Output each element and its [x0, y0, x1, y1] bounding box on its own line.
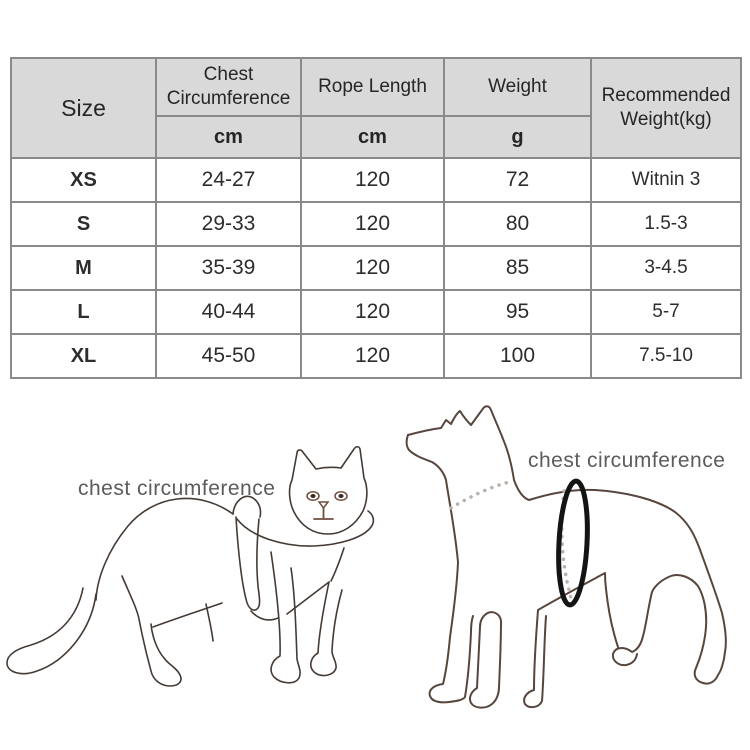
header-size: Size — [10, 57, 157, 159]
header-rope-unit: cm — [300, 115, 445, 159]
cat-front-leg-near — [270, 551, 301, 684]
cell-rope: 120 — [300, 157, 445, 203]
cat-chest-circumference-label: chest circumference — [78, 477, 276, 500]
cell-weight: 80 — [443, 201, 592, 247]
cell-chest: 24-27 — [155, 157, 302, 203]
cat-far-hind-leg — [205, 603, 214, 642]
cell-rope: 120 — [300, 201, 445, 247]
table-header-row-1: Size Chest Circumference Rope Length Wei… — [10, 57, 742, 159]
cell-weight: 72 — [443, 157, 592, 203]
cell-weight: 100 — [443, 333, 592, 379]
cell-chest: 40-44 — [155, 289, 302, 335]
table-header-row-2: cm cm g — [11, 115, 741, 159]
cell-recommended: 7.5-10 — [590, 333, 742, 379]
dog-body-outline — [407, 405, 727, 685]
cat-figure — [0, 390, 375, 750]
table-row: S 29-33 120 80 1.5-3 — [10, 201, 742, 247]
cat-neck-side-line — [330, 547, 345, 582]
cell-size: L — [10, 289, 157, 335]
size-table: Size Chest Circumference Rope Length Wei… — [10, 57, 742, 379]
header-weight-unit: g — [443, 115, 592, 159]
dog-inner-front-leg — [468, 611, 502, 709]
cat-belly-line — [152, 602, 223, 628]
cell-weight: 85 — [443, 245, 592, 291]
dog-line-drawing — [405, 405, 727, 709]
cell-recommended: 5-7 — [590, 289, 742, 335]
cell-size: XL — [10, 333, 157, 379]
cat-shoulder-line — [286, 581, 330, 615]
cell-weight: 95 — [443, 289, 592, 335]
cell-recommended: Witnin 3 — [590, 157, 742, 203]
header-chest-unit: cm — [155, 115, 302, 159]
cell-recommended: 1.5-3 — [590, 201, 742, 247]
header-recommended-weight: Recommended Weight(kg) — [590, 57, 742, 159]
cat-eye-right — [334, 491, 348, 501]
cat-tail — [6, 587, 97, 675]
cat-head-outline — [288, 445, 368, 535]
header-chest-circumference: Chest Circumference — [155, 57, 302, 117]
header-weight: Weight — [443, 57, 592, 117]
cat-line-drawing — [6, 445, 375, 687]
cat-front-leg-far — [309, 581, 343, 677]
cell-chest: 35-39 — [155, 245, 302, 291]
table-row: L 40-44 120 95 5-7 — [10, 289, 742, 335]
cat-face — [306, 491, 348, 520]
cat-pupil-right — [338, 494, 344, 498]
cat-mouth — [313, 507, 334, 520]
table-row: XS 24-27 120 72 Witnin 3 — [10, 157, 742, 203]
cat-ruff-collar — [236, 510, 375, 547]
cell-rope: 120 — [300, 289, 445, 335]
cat-pupil-left — [310, 494, 316, 498]
cat-ruff-bump — [232, 495, 262, 518]
dog-chest-circumference-label: chest circumference — [528, 449, 726, 472]
dog-chest-dotted-line — [560, 489, 573, 600]
dog-figure — [375, 390, 750, 750]
cell-chest: 45-50 — [155, 333, 302, 379]
table-row: M 35-39 120 85 3-4.5 — [10, 245, 742, 291]
dog-chest-circumference-ellipse — [556, 478, 590, 608]
cell-size: S — [10, 201, 157, 247]
cat-eye-left — [306, 491, 320, 501]
cat-strap-chest-line — [250, 610, 279, 621]
header-rope-length: Rope Length — [300, 57, 445, 117]
dog-chest-front-leg — [405, 434, 474, 704]
cell-rope: 120 — [300, 333, 445, 379]
table-row: XL 45-50 120 100 7.5-10 — [10, 333, 742, 379]
cat-chest-strap — [235, 516, 261, 611]
cell-rope: 120 — [300, 245, 445, 291]
cell-size: XS — [10, 157, 157, 203]
cell-size: M — [10, 245, 157, 291]
cat-hind-leg — [121, 575, 182, 687]
cat-nose — [317, 501, 330, 510]
cell-recommended: 3-4.5 — [590, 245, 742, 291]
cell-chest: 29-33 — [155, 201, 302, 247]
dog-collar-dotted-line — [449, 479, 515, 510]
dog-hind-leg-belly-line — [523, 572, 619, 709]
cat-back-line — [95, 497, 234, 601]
